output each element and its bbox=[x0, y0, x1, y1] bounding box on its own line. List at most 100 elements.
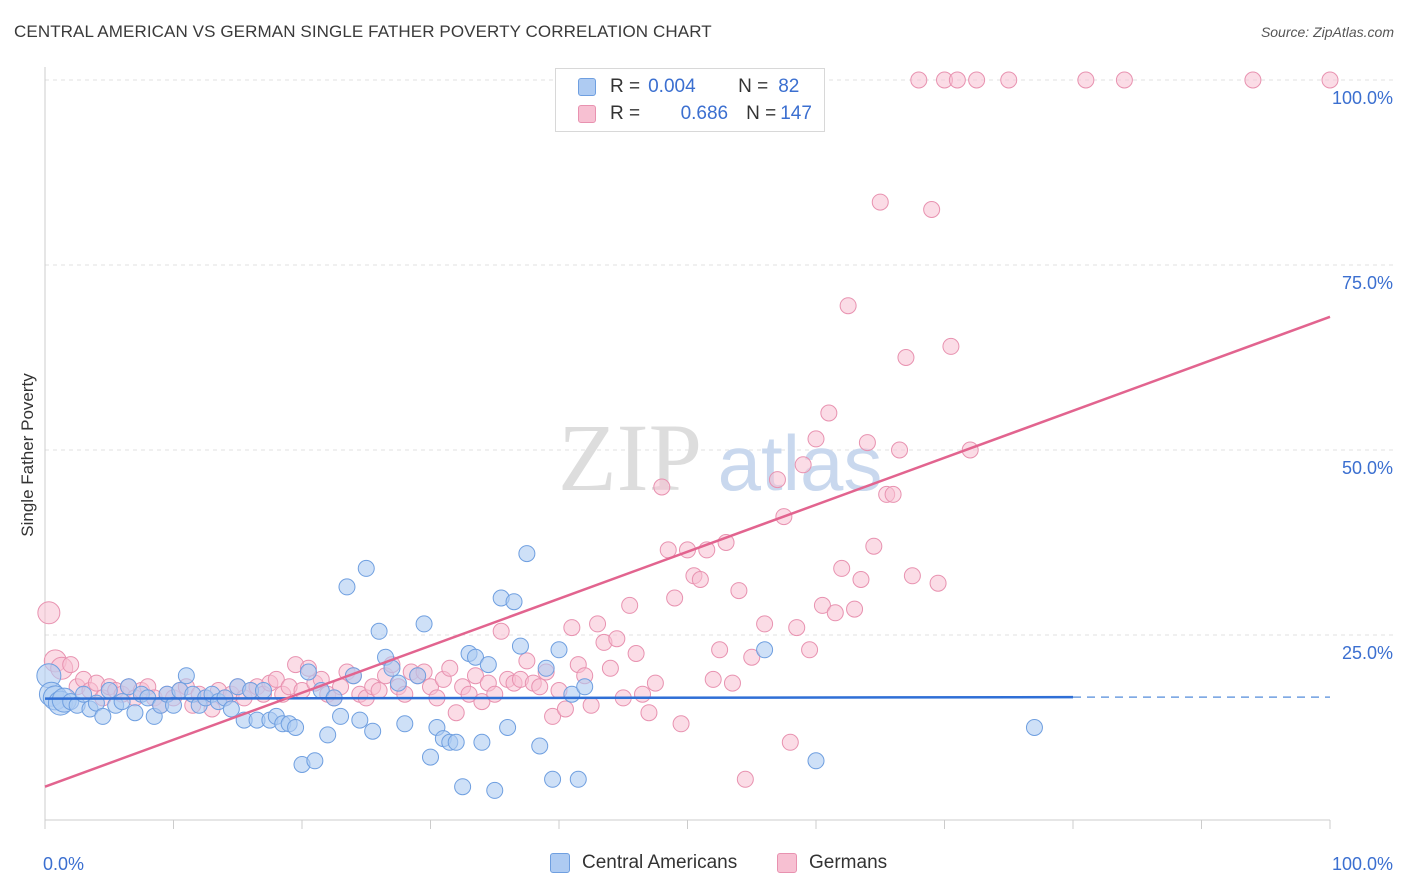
chart-title: CENTRAL AMERICAN VS GERMAN SINGLE FATHER… bbox=[14, 22, 712, 41]
central-american-point bbox=[254, 682, 272, 699]
trend-lines bbox=[44, 315, 1331, 788]
central-american-point bbox=[351, 711, 369, 729]
german-point bbox=[865, 537, 883, 555]
german-point bbox=[858, 434, 876, 452]
german-point bbox=[846, 600, 864, 618]
bottom-legend-germans: Germans bbox=[777, 852, 887, 874]
central-american-point bbox=[479, 656, 497, 674]
legend-n-value: 82 bbox=[778, 76, 800, 97]
german-point bbox=[621, 596, 639, 614]
central-american-point bbox=[389, 674, 407, 692]
german-point bbox=[968, 71, 986, 89]
german-point bbox=[492, 622, 510, 640]
central-american-point bbox=[1025, 719, 1043, 736]
german-point bbox=[794, 456, 812, 474]
central-american-point bbox=[447, 733, 465, 751]
german-point bbox=[903, 567, 921, 585]
german-point bbox=[820, 404, 838, 422]
german-point bbox=[589, 615, 607, 633]
central-americans-points bbox=[36, 545, 1043, 799]
central-american-point bbox=[550, 641, 568, 659]
bottom-legend-label: Central Americans bbox=[582, 852, 738, 873]
german-point bbox=[910, 71, 928, 89]
german-point bbox=[486, 685, 504, 703]
german-point bbox=[942, 337, 960, 355]
german-point bbox=[884, 485, 902, 503]
german-point bbox=[897, 349, 915, 366]
central-american-point bbox=[126, 704, 144, 722]
german-point bbox=[466, 667, 484, 685]
central-american-point bbox=[370, 622, 388, 640]
central-american-point bbox=[287, 719, 305, 736]
legend-swatch-pink bbox=[578, 105, 596, 123]
german-point bbox=[1077, 71, 1095, 89]
german-point bbox=[37, 601, 61, 625]
y-tick-label: 100.0% bbox=[1332, 88, 1393, 108]
y-tick-label: 50.0% bbox=[1342, 458, 1393, 478]
central-american-point bbox=[299, 663, 317, 681]
central-americans-trend-line bbox=[44, 695, 1074, 700]
legend-n-value: 147 bbox=[780, 103, 812, 124]
german-point bbox=[923, 201, 941, 218]
german-point bbox=[544, 707, 562, 725]
german-point bbox=[813, 596, 831, 614]
x-tick-label: 100.0% bbox=[1332, 854, 1393, 874]
y-axis-label: Single Father Poverty bbox=[18, 373, 37, 537]
german-point bbox=[1000, 71, 1018, 89]
central-american-point bbox=[120, 678, 138, 696]
watermark-zip: ZIP bbox=[558, 404, 702, 511]
bottom-legend-label: Germans bbox=[809, 852, 888, 873]
central-american-point bbox=[576, 678, 594, 696]
german-point bbox=[1115, 71, 1133, 89]
german-point bbox=[531, 678, 549, 696]
germans-trend-line bbox=[44, 315, 1331, 788]
legend-r-label: R = bbox=[610, 103, 641, 124]
german-point bbox=[788, 619, 806, 637]
legend-row-central-americans: R = 0.004 N = 82 bbox=[578, 75, 799, 99]
source-label: Source: ZipAtlas.com bbox=[1260, 24, 1394, 40]
german-point bbox=[852, 571, 870, 588]
german-point bbox=[704, 670, 722, 688]
central-american-point bbox=[544, 770, 562, 788]
central-american-point bbox=[409, 667, 427, 685]
german-point bbox=[518, 652, 536, 670]
central-american-point bbox=[537, 659, 555, 677]
german-point bbox=[833, 559, 851, 577]
german-point bbox=[736, 770, 754, 788]
german-point bbox=[62, 656, 80, 674]
german-point bbox=[646, 674, 664, 692]
german-point bbox=[601, 659, 619, 677]
central-american-point bbox=[518, 545, 536, 563]
legend-r-value: 0.686 bbox=[680, 103, 729, 124]
german-point bbox=[563, 619, 581, 637]
legend-r-value: 0.004 bbox=[648, 76, 696, 97]
german-point bbox=[801, 641, 819, 659]
central-american-point bbox=[454, 778, 472, 796]
central-american-point bbox=[306, 752, 324, 770]
german-point bbox=[582, 696, 600, 714]
y-tick-label: 25.0% bbox=[1342, 643, 1393, 663]
central-american-point bbox=[100, 682, 118, 699]
german-point bbox=[447, 704, 465, 722]
y-tick-label: 75.0% bbox=[1342, 273, 1393, 293]
german-point bbox=[370, 682, 388, 699]
german-point bbox=[608, 630, 626, 648]
german-point bbox=[807, 430, 825, 448]
central-american-point bbox=[222, 700, 240, 718]
german-point bbox=[891, 441, 909, 459]
german-point bbox=[627, 645, 645, 662]
legend-row-germans: R = 0.686 N = 147 bbox=[578, 102, 812, 126]
german-point bbox=[640, 704, 658, 722]
legend-n-label: N = bbox=[738, 76, 769, 97]
central-american-point bbox=[319, 726, 337, 744]
central-american-point bbox=[396, 715, 414, 733]
bottom-legend-swatch-pink bbox=[777, 853, 797, 873]
central-american-point bbox=[422, 748, 439, 766]
central-american-point bbox=[807, 752, 825, 770]
central-american-point bbox=[473, 733, 491, 751]
central-american-point bbox=[338, 578, 356, 596]
central-american-point bbox=[756, 641, 774, 659]
german-point bbox=[691, 571, 709, 588]
central-american-point bbox=[569, 770, 587, 788]
german-point bbox=[634, 685, 652, 703]
